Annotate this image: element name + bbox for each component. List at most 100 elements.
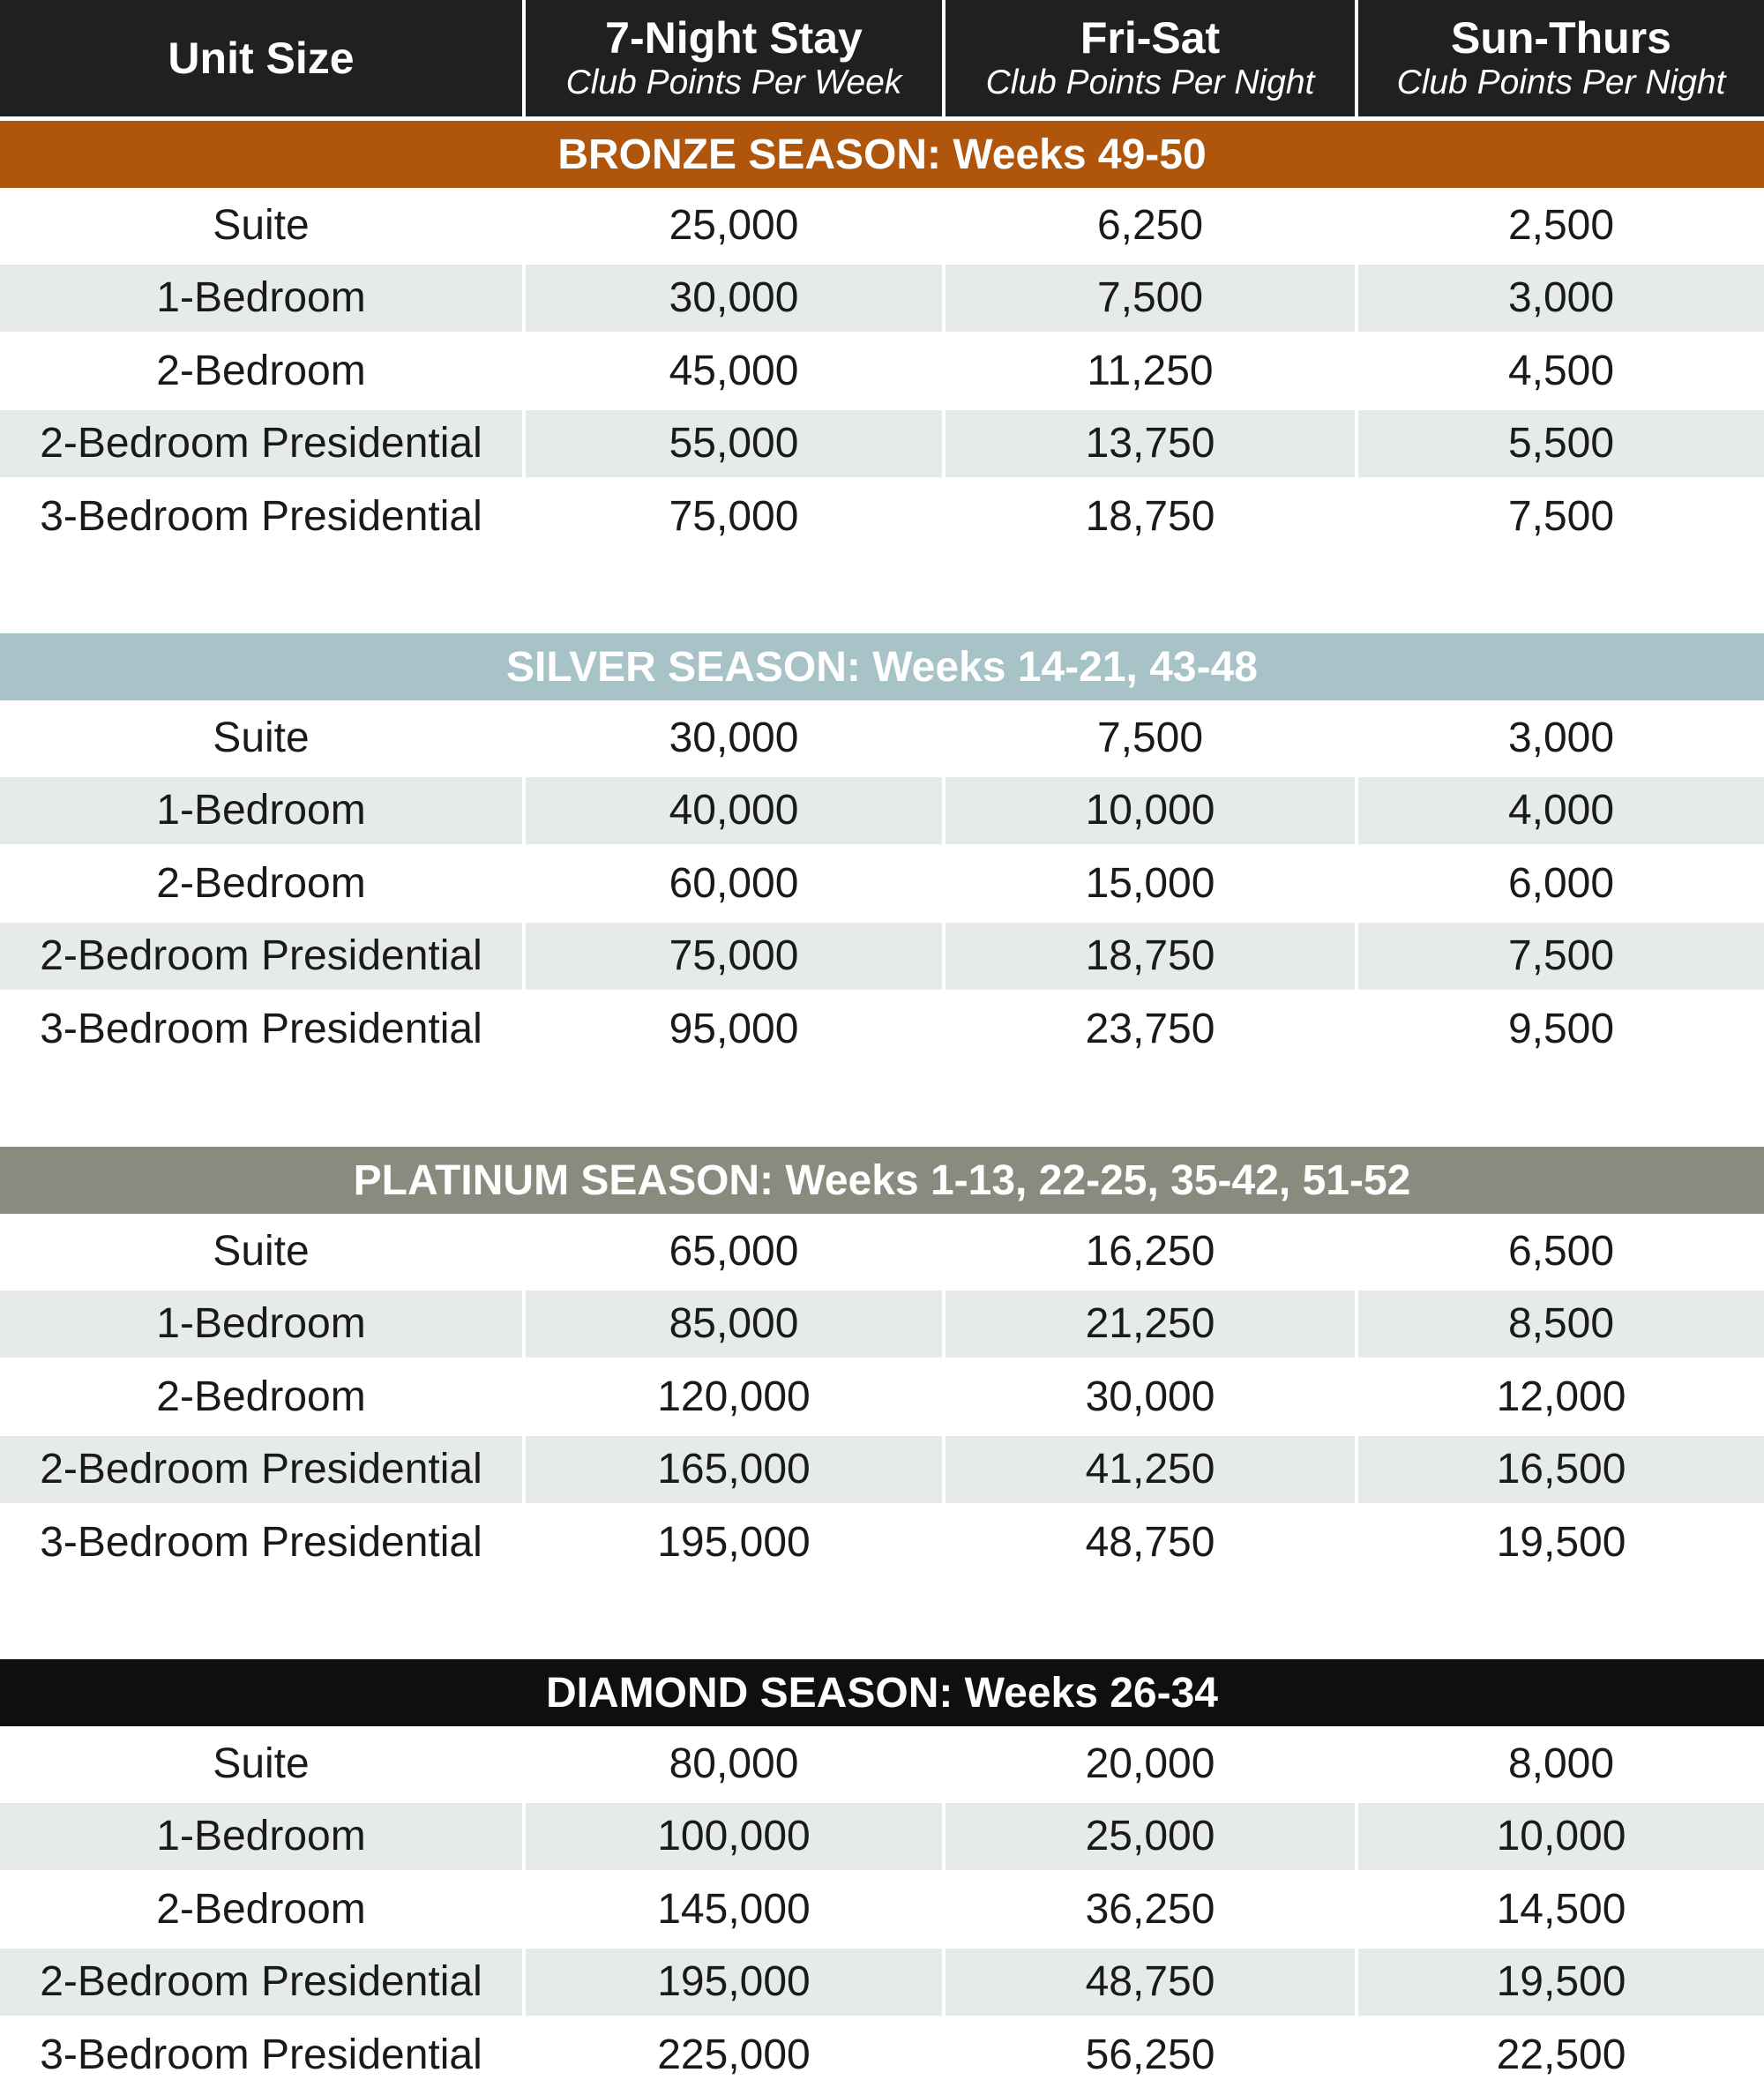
points-value: 6,500	[1507, 1227, 1615, 1275]
unit-name: 2-Bedroom Presidential	[40, 1958, 482, 2006]
points-value: 85,000	[669, 1300, 799, 1348]
unit-cell: 2-Bedroom Presidential	[0, 922, 522, 990]
points-value: 55,000	[669, 420, 799, 468]
points-value: 48,750	[1085, 1518, 1215, 1566]
header-title: Unit Size	[168, 34, 355, 83]
season-band: SILVER SEASON: Weeks 14-21, 43-48	[0, 633, 1764, 700]
unit-cell: 3-Bedroom Presidential	[0, 483, 522, 550]
header-subtitle: Club Points Per Night	[985, 64, 1315, 101]
points-value: 30,000	[1085, 1373, 1215, 1420]
points-value: 80,000	[669, 1740, 799, 1787]
points-cell: 30,000	[526, 704, 942, 772]
points-value: 120,000	[657, 1373, 811, 1420]
header-cell: 7-Night Stay Club Points Per Week	[526, 0, 942, 116]
points-value: 75,000	[669, 932, 799, 980]
unit-cell: Suite	[0, 704, 522, 772]
header-cell: Unit Size	[0, 0, 522, 116]
points-value: 4,000	[1507, 787, 1615, 834]
points-cell: 7,500	[946, 704, 1355, 772]
points-cell: 80,000	[526, 1730, 942, 1798]
points-cell: 7,500	[946, 264, 1355, 332]
unit-name: 1-Bedroom	[156, 1300, 366, 1348]
points-value: 16,500	[1496, 1446, 1626, 1493]
header-title: 7-Night Stay	[605, 13, 863, 63]
points-cell: 25,000	[946, 1802, 1355, 1870]
points-value: 5,500	[1507, 420, 1615, 468]
points-cell: 195,000	[526, 1508, 942, 1576]
points-cell: 2,500	[1358, 191, 1764, 259]
points-cell: 225,000	[526, 2021, 942, 2089]
points-cell: 100,000	[526, 1802, 942, 1870]
points-value: 41,250	[1085, 1446, 1215, 1493]
points-value: 14,500	[1496, 1885, 1626, 1933]
points-cell: 16,250	[946, 1217, 1355, 1285]
points-value: 9,500	[1507, 1005, 1615, 1052]
points-cell: 11,250	[946, 337, 1355, 405]
points-cell: 95,000	[526, 995, 942, 1063]
unit-name: 2-Bedroom Presidential	[40, 1446, 482, 1493]
header-title: Sun-Thurs	[1451, 13, 1671, 63]
points-cell: 4,000	[1358, 776, 1764, 844]
points-value: 225,000	[657, 2031, 811, 2078]
points-cell: 19,500	[1358, 1948, 1764, 2016]
points-value: 20,000	[1085, 1740, 1215, 1787]
unit-cell: 1-Bedroom	[0, 1802, 522, 1870]
points-value: 16,250	[1085, 1227, 1215, 1275]
unit-cell: 2-Bedroom Presidential	[0, 409, 522, 477]
unit-cell: 3-Bedroom Presidential	[0, 1508, 522, 1576]
points-cell: 16,500	[1358, 1435, 1764, 1503]
points-cell: 3,000	[1358, 704, 1764, 772]
points-value: 2,500	[1507, 201, 1615, 249]
season-title: DIAMOND SEASON: Weeks 26-34	[546, 1669, 1218, 1717]
unit-name: 1-Bedroom	[156, 1813, 366, 1860]
points-value: 95,000	[669, 1005, 799, 1052]
points-cell: 19,500	[1358, 1508, 1764, 1576]
unit-name: 3-Bedroom Presidential	[40, 1005, 482, 1052]
points-value: 7,500	[1507, 932, 1615, 980]
unit-name: Suite	[213, 1227, 310, 1275]
season-band: PLATINUM SEASON: Weeks 1-13, 22-25, 35-4…	[0, 1147, 1764, 1214]
points-cell: 48,750	[946, 1948, 1355, 2016]
points-cell: 60,000	[526, 849, 942, 917]
points-cell: 6,500	[1358, 1217, 1764, 1285]
points-value: 3,000	[1507, 274, 1615, 322]
points-cell: 18,750	[946, 922, 1355, 990]
unit-name: 2-Bedroom	[156, 347, 366, 394]
points-value: 36,250	[1085, 1885, 1215, 1933]
points-value: 21,250	[1085, 1300, 1215, 1348]
points-value: 7,500	[1507, 492, 1615, 540]
points-cell: 145,000	[526, 1875, 942, 1943]
points-cell: 75,000	[526, 922, 942, 990]
points-value: 19,500	[1496, 1518, 1626, 1566]
points-cell: 15,000	[946, 849, 1355, 917]
points-value: 4,500	[1507, 347, 1615, 394]
unit-name: 3-Bedroom Presidential	[40, 1518, 482, 1566]
points-cell: 3,000	[1358, 264, 1764, 332]
season-band: BRONZE SEASON: Weeks 49-50	[0, 121, 1764, 188]
points-value: 60,000	[669, 859, 799, 907]
unit-name: 3-Bedroom Presidential	[40, 492, 482, 540]
points-cell: 22,500	[1358, 2021, 1764, 2089]
unit-cell: Suite	[0, 1730, 522, 1798]
points-value: 7,500	[1096, 274, 1204, 322]
points-cell: 41,250	[946, 1435, 1355, 1503]
points-value: 25,000	[669, 201, 799, 249]
points-cell: 75,000	[526, 483, 942, 550]
points-value: 6,250	[1096, 201, 1204, 249]
points-cell: 13,750	[946, 409, 1355, 477]
unit-name: 1-Bedroom	[156, 274, 366, 322]
points-cell: 23,750	[946, 995, 1355, 1063]
unit-name: 1-Bedroom	[156, 787, 366, 834]
unit-name: Suite	[213, 714, 310, 761]
unit-cell: 1-Bedroom	[0, 264, 522, 332]
unit-cell: 3-Bedroom Presidential	[0, 2021, 522, 2089]
points-cell: 6,250	[946, 191, 1355, 259]
header-subtitle: Club Points Per Night	[1396, 64, 1726, 101]
points-value: 11,250	[1087, 347, 1214, 394]
points-value: 10,000	[1496, 1813, 1626, 1860]
unit-cell: 2-Bedroom	[0, 1363, 522, 1431]
unit-cell: 1-Bedroom	[0, 776, 522, 844]
points-cell: 48,750	[946, 1508, 1355, 1576]
points-cell: 4,500	[1358, 337, 1764, 405]
season-title: SILVER SEASON: Weeks 14-21, 43-48	[506, 643, 1258, 691]
